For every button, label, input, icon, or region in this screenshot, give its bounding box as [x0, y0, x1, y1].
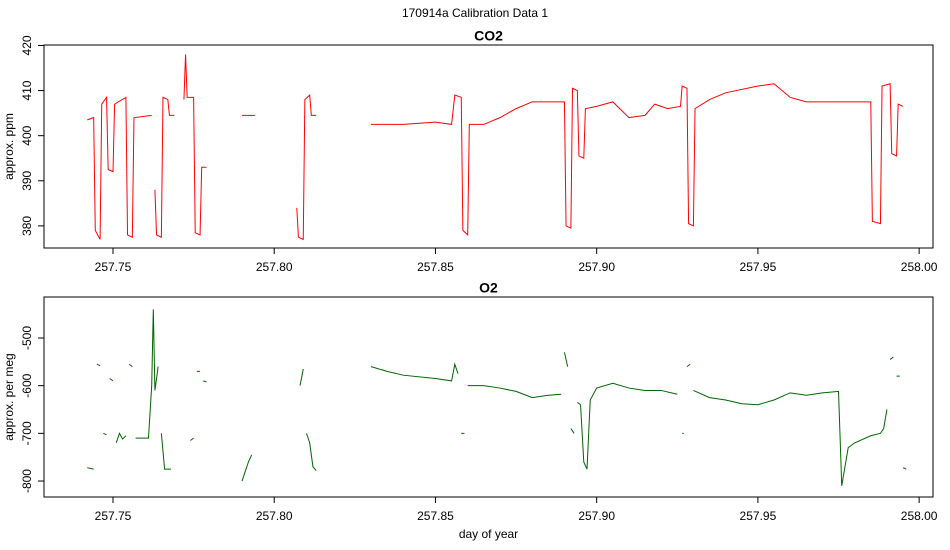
- panel-title: CO2: [474, 28, 503, 44]
- x-tick-label: 257.90: [578, 260, 615, 274]
- x-tick-label: 257.75: [95, 509, 132, 523]
- y-tick-label: -600: [20, 373, 34, 397]
- x-tick-label: 257.95: [740, 260, 777, 274]
- y-axis-label: approx. ppm: [2, 113, 16, 180]
- y-tick-label: 420: [20, 35, 34, 55]
- x-axis-label: day of year: [459, 527, 518, 541]
- page-title: 170914a Calibration Data 1: [402, 6, 548, 20]
- y-tick-label: 380: [20, 216, 34, 236]
- plot-frame: [43, 44, 934, 249]
- x-tick-label: 257.85: [417, 260, 454, 274]
- data-line: [87, 54, 904, 241]
- plot-frame: [43, 296, 934, 498]
- x-tick-label: 257.80: [256, 509, 293, 523]
- x-tick-label: 257.90: [578, 509, 615, 523]
- y-tick-label: 410: [20, 80, 34, 100]
- y-tick-label: -800: [20, 469, 34, 493]
- y-tick-label: 390: [20, 170, 34, 190]
- x-tick-label: 257.85: [417, 509, 454, 523]
- x-tick-label: 258.00: [901, 509, 938, 523]
- panel-title: O2: [479, 280, 498, 296]
- data-line: [87, 309, 907, 486]
- x-tick-label: 257.95: [740, 509, 777, 523]
- y-tick-label: 400: [20, 125, 34, 145]
- x-tick-label: 258.00: [901, 260, 938, 274]
- x-tick-label: 257.80: [256, 260, 293, 274]
- y-tick-label: -500: [20, 326, 34, 350]
- y-axis-label: approx. per meg: [2, 353, 16, 440]
- y-tick-label: -700: [20, 421, 34, 445]
- x-tick-label: 257.75: [95, 260, 132, 274]
